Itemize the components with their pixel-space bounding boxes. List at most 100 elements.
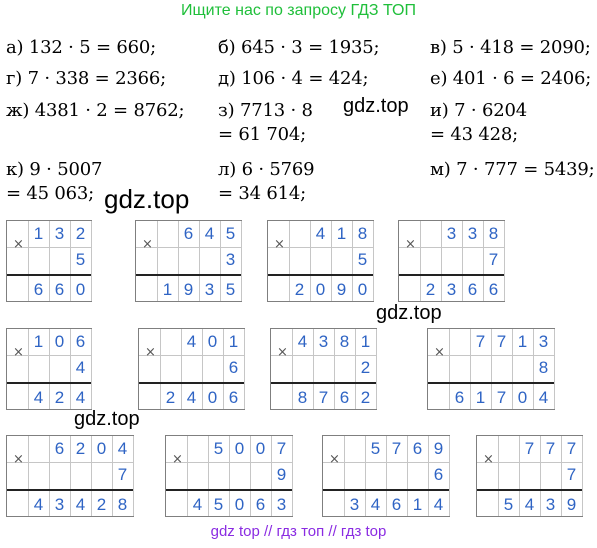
multiplicand-digit: 0 [207, 332, 218, 351]
grid-line [504, 221, 505, 301]
grid-line [7, 462, 133, 463]
multiplier-digit: 6 [433, 465, 444, 484]
multiplier-digit: 7 [117, 465, 128, 484]
grid-line [331, 221, 332, 301]
product-digit: 7 [318, 388, 329, 407]
product-digit: 6 [467, 280, 478, 299]
multiplication-card: × 6 2 0 4 7 4 3 4 2 8 [6, 435, 134, 517]
grid-line [428, 355, 554, 356]
grid-line [512, 329, 513, 409]
multiplier-digit: 2 [360, 358, 371, 377]
multiply-sign: × [329, 452, 340, 467]
grid-line [365, 436, 366, 516]
equation-k-line1: к) 9 · 5007 [6, 159, 103, 180]
product-digit: 0 [207, 388, 218, 407]
grid-line [136, 247, 241, 248]
product-digit: 0 [75, 280, 86, 299]
result-line [7, 489, 133, 491]
product-digit: 3 [276, 495, 287, 514]
grid-line [28, 329, 29, 409]
multiplicand-digit: 8 [357, 224, 368, 243]
multiplication-card: × 1 0 6 4 4 2 4 [6, 328, 92, 410]
grid-line [420, 221, 421, 301]
product-digit: 5 [213, 495, 224, 514]
grid-line [352, 221, 353, 301]
watermark: gdz.top [376, 302, 442, 324]
equation-i-line2: = 43 428; [430, 124, 519, 145]
multiplicand-digit: 5 [213, 439, 224, 458]
grid-line [540, 436, 541, 516]
watermark: gdz.top [74, 408, 140, 430]
multiplicand-digit: 0 [255, 439, 266, 458]
product-digit: 3 [545, 495, 556, 514]
multiplication-card: × 6 4 5 3 1 9 3 5 [135, 220, 242, 302]
multiplication-card: × 4 1 8 5 2 0 9 0 [267, 220, 374, 302]
multiplicand-digit: 1 [33, 332, 44, 351]
product-digit: 9 [183, 280, 194, 299]
product-digit: 1 [162, 280, 173, 299]
product-digit: 4 [186, 388, 197, 407]
multiplication-card: × 4 3 8 1 2 8 7 6 2 [270, 328, 377, 410]
multiply-sign: × [274, 237, 285, 252]
multiplicand-digit: 1 [33, 224, 44, 243]
result-line [139, 382, 244, 384]
grid-line [407, 436, 408, 516]
watermark: gdz.top [343, 95, 409, 117]
product-digit: 8 [117, 495, 128, 514]
product-digit: 2 [54, 388, 65, 407]
grid-line [202, 329, 203, 409]
product-digit: 4 [192, 495, 203, 514]
grid-line [139, 355, 244, 356]
multiply-sign: × [13, 345, 24, 360]
grid-line [178, 221, 179, 301]
multiplication-card: × 5 0 0 7 9 4 5 0 6 3 [165, 435, 293, 517]
equation-a: а) 132 · 5 = 660; [6, 37, 156, 58]
multiplicand-digit: 3 [446, 224, 457, 243]
multiplicand-digit: 6 [183, 224, 194, 243]
grid-line [49, 436, 50, 516]
multiply-sign: × [483, 452, 494, 467]
product-digit: 2 [165, 388, 176, 407]
grid-line [28, 436, 29, 516]
result-line [428, 382, 554, 384]
grid-line [70, 329, 71, 409]
grid-line [91, 329, 92, 409]
product-digit: 4 [75, 388, 86, 407]
multiplicand-digit: 4 [186, 332, 197, 351]
multiplicand-digit: 1 [228, 332, 239, 351]
grid-line [220, 221, 221, 301]
grid-line [449, 329, 450, 409]
grid-line [462, 221, 463, 301]
grid-line [133, 436, 134, 516]
grid-line [229, 436, 230, 516]
result-line [7, 382, 91, 384]
equation-z-line1: з) 7713 · 8 [218, 100, 313, 121]
multiplicand-digit: 0 [234, 439, 245, 458]
multiplicand-digit: 3 [318, 332, 329, 351]
multiplicand-digit: 7 [566, 439, 577, 458]
multiplicand-digit: 7 [276, 439, 287, 458]
product-digit: 2 [425, 280, 436, 299]
grid-line [166, 462, 292, 463]
multiplicand-digit: 5 [370, 439, 381, 458]
grid-line [70, 221, 71, 301]
product-digit: 2 [360, 388, 371, 407]
product-digit: 9 [336, 280, 347, 299]
product-digit: 4 [33, 495, 44, 514]
multiply-sign: × [434, 345, 445, 360]
multiplicand-digit: 7 [496, 332, 507, 351]
result-line [399, 274, 504, 276]
multiplicand-digit: 0 [96, 439, 107, 458]
equation-v: в) 5 · 418 = 2090; [430, 37, 591, 58]
grid-line [112, 436, 113, 516]
product-digit: 6 [454, 388, 465, 407]
multiply-sign: × [277, 345, 288, 360]
product-digit: 0 [517, 388, 528, 407]
result-line [477, 489, 582, 491]
multiply-sign: × [145, 345, 156, 360]
multiplier-digit: 7 [566, 465, 577, 484]
result-line [166, 489, 292, 491]
multiplicand-digit: 0 [54, 332, 65, 351]
grid-line [271, 355, 376, 356]
multiplication-card: × 4 0 1 6 2 4 0 6 [138, 328, 245, 410]
